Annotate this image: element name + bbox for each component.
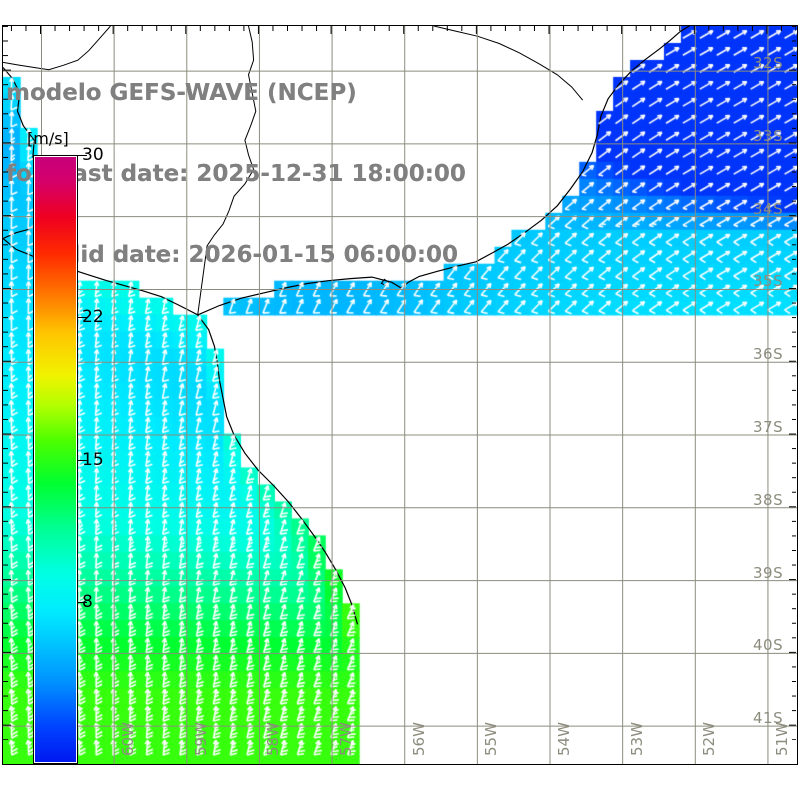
map-title-block: modelo GEFS-WAVE (NCEP) forecast date: 2…	[0, 26, 520, 323]
lon-label: 54W	[555, 722, 573, 756]
lat-label: 32S	[753, 54, 784, 73]
lat-label: 36S	[753, 345, 784, 364]
lat-label: 35S	[753, 272, 784, 291]
colorbar-tick-30: 30	[82, 145, 104, 165]
lon-label: 53W	[627, 722, 646, 756]
lat-label: 41S	[753, 709, 784, 728]
colorbar-tick-8: 8	[82, 591, 93, 612]
lon-label: 60W	[119, 722, 138, 756]
colorbar-tick-mark	[78, 601, 87, 603]
lat-label: 40S	[753, 636, 784, 655]
colorbar-tick-mark	[78, 155, 87, 156]
colorbar-gradient	[33, 155, 78, 764]
colorbar-tick-22: 22	[82, 307, 104, 328]
title-forecast-date-line: forecast date: 2025-12-31 18:00:00	[6, 161, 466, 187]
colorbar	[33, 155, 78, 764]
lon-label: 58W	[264, 722, 283, 756]
lat-label: 34S	[753, 199, 784, 218]
colorbar-unit-label: [m/s]	[27, 129, 69, 148]
title-valid-date-line: valid date: 2026-01-15 06:00:00	[41, 242, 459, 268]
lat-label: 37S	[753, 418, 784, 437]
title-model-line: modelo GEFS-WAVE (NCEP)	[6, 80, 357, 106]
lon-label: 57W	[337, 722, 356, 756]
lat-label: 38S	[753, 490, 784, 509]
lat-label: 39S	[753, 563, 784, 582]
lat-label: 33S	[753, 126, 784, 145]
lon-label: 55W	[482, 722, 501, 756]
colorbar-tick-mark	[78, 459, 87, 461]
colorbar-tick-15: 15	[82, 449, 104, 470]
lon-label: 51W	[772, 722, 791, 756]
lon-label: 52W	[700, 722, 719, 756]
colorbar-tick-mark	[78, 317, 87, 319]
lon-label: 59W	[191, 722, 210, 756]
lon-label: 56W	[409, 722, 428, 756]
